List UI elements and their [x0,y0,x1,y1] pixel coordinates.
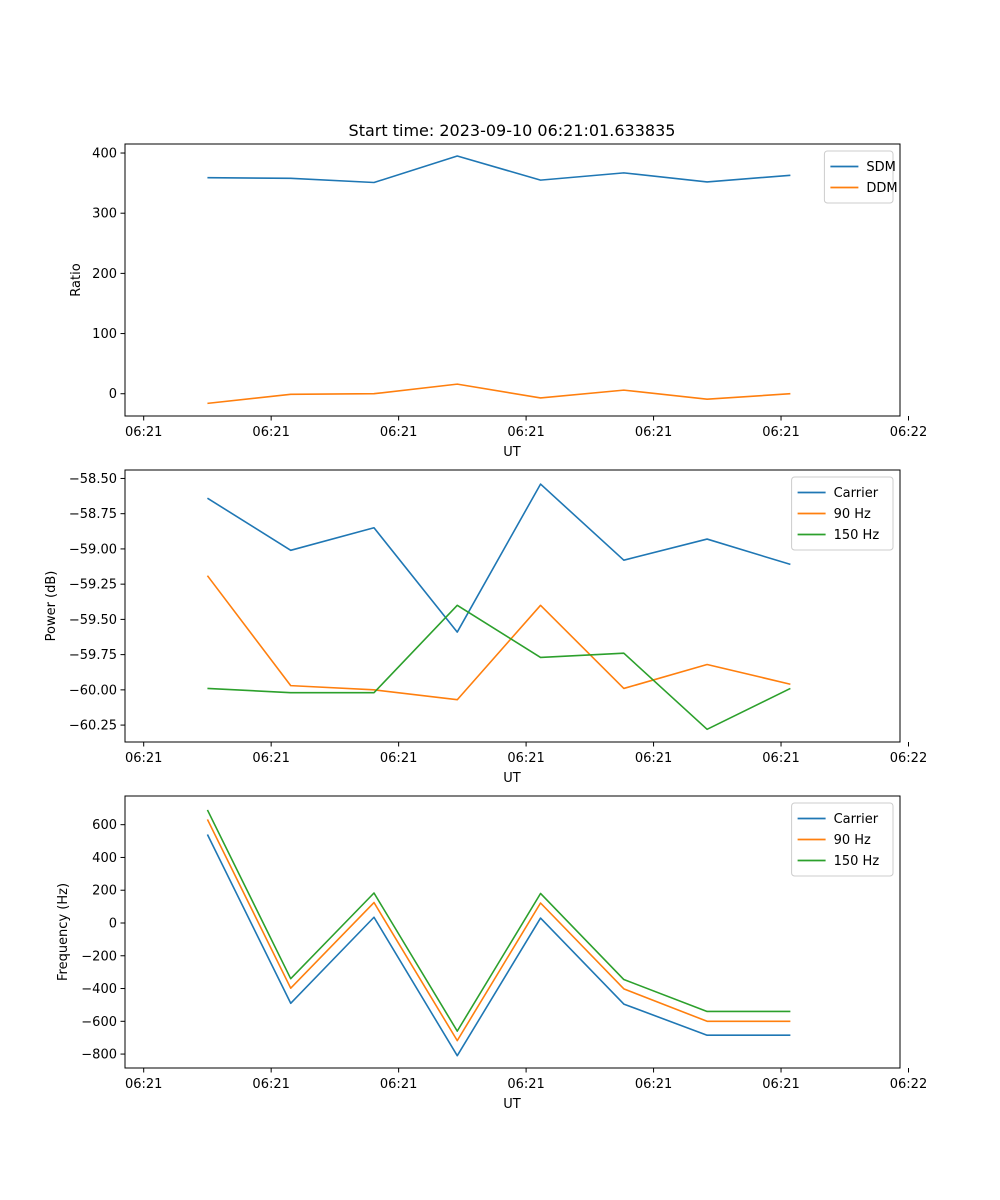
y-tick-label: 400 [92,147,117,162]
legend-label-carrier: Carrier [834,486,879,501]
y-tick-label: −400 [81,982,117,997]
legend-label-carrier: Carrier [834,812,879,827]
y-tick-label: −58.75 [69,507,117,522]
y-tick-label: 200 [92,884,117,899]
legend-label-90-hz: 90 Hz [834,833,871,848]
x-tick-label: 06:21 [507,425,544,440]
legend-label-150-hz: 150 Hz [834,854,880,869]
series-line-carrier [207,483,791,633]
y-tick-label: −60.25 [69,719,117,734]
x-tick-label: 06:21 [507,1077,544,1092]
y-tick-label: 0 [109,387,117,402]
legend-label-ddm: DDM [866,181,897,196]
x-tick-label: 06:21 [252,751,289,766]
x-tick-label: 06:21 [762,1077,799,1092]
x-axis-label: UT [503,1097,521,1112]
y-tick-label: 100 [92,327,117,342]
x-tick-label: 06:21 [252,425,289,440]
y-tick-label: −200 [81,949,117,964]
x-tick-label: 06:21 [635,1077,672,1092]
legend-label-90-hz: 90 Hz [834,507,871,522]
y-tick-label: −800 [81,1048,117,1063]
x-tick-label: 06:21 [762,425,799,440]
y-tick-label: 600 [92,818,117,833]
y-tick-label: −600 [81,1015,117,1030]
chart-title: Start time: 2023-09-10 06:21:01.633835 [349,121,676,140]
legend: Carrier 90 Hz 150 Hz [791,802,894,877]
x-tick-label: 06:21 [380,751,417,766]
series-line-90-hz [206,575,791,701]
y-axis-label: Frequency (Hz) [56,883,71,981]
x-axis-label: UT [503,771,521,786]
y-axis-label: Power (dB) [44,571,59,642]
y-tick-label: −59.00 [69,542,117,557]
x-tick-label: 06:21 [125,425,162,440]
plot-area-frame [124,143,901,417]
plot-area-frame [124,469,901,743]
x-tick-label: 06:21 [380,1077,417,1092]
x-tick-label: 06:21 [507,751,544,766]
legend: SDM DDM [823,150,898,204]
x-tick-label: 06:21 [380,425,417,440]
ratio-panel: Start time: 2023-09-10 06:21:01.633835 U… [69,121,927,460]
x-tick-label: 06:21 [125,1077,162,1092]
x-axis-label: UT [503,445,521,460]
x-tick-label: 06:22 [890,425,927,440]
y-tick-label: 200 [92,267,117,282]
legend-label-sdm: SDM [866,160,895,175]
legend: Carrier 90 Hz 150 Hz [791,476,894,551]
frequency-panel: UT Frequency (Hz) 06:21 06:21 06:21 06:21 06… [56,795,927,1112]
y-axis-label: Ratio [69,263,84,296]
x-tick-label: 06:21 [252,1077,289,1092]
x-tick-label: 06:21 [635,425,672,440]
x-tick-label: 06:22 [890,1077,927,1092]
legend-label-150-hz: 150 Hz [834,528,880,543]
series-line-150-hz [206,809,791,1032]
x-tick-label: 06:21 [125,751,162,766]
y-tick-label: −59.75 [69,648,117,663]
series-line-ddm [207,383,791,405]
x-tick-label: 06:21 [635,751,672,766]
y-tick-label: −59.50 [69,613,117,628]
legend-frame [791,802,894,877]
y-tick-label: 400 [92,851,117,866]
plot-area-frame [124,795,901,1069]
y-tick-label: 300 [92,207,117,222]
power-panel: UT Power (dB) 06:21 06:21 06:21 06:21 06:21 0… [44,469,927,786]
y-tick-label: −60.00 [69,683,117,698]
legend-frame [791,476,894,551]
x-tick-label: 06:22 [890,751,927,766]
series-line-sdm [207,155,791,184]
legend-frame [823,150,894,204]
y-tick-label: −59.25 [69,578,117,593]
y-tick-label: 0 [109,916,117,931]
y-tick-label: −58.50 [69,472,117,487]
x-tick-label: 06:21 [762,751,799,766]
series-line-carrier [206,834,791,1057]
series-line-150-hz [207,604,791,731]
series-line-90-hz [206,819,791,1042]
